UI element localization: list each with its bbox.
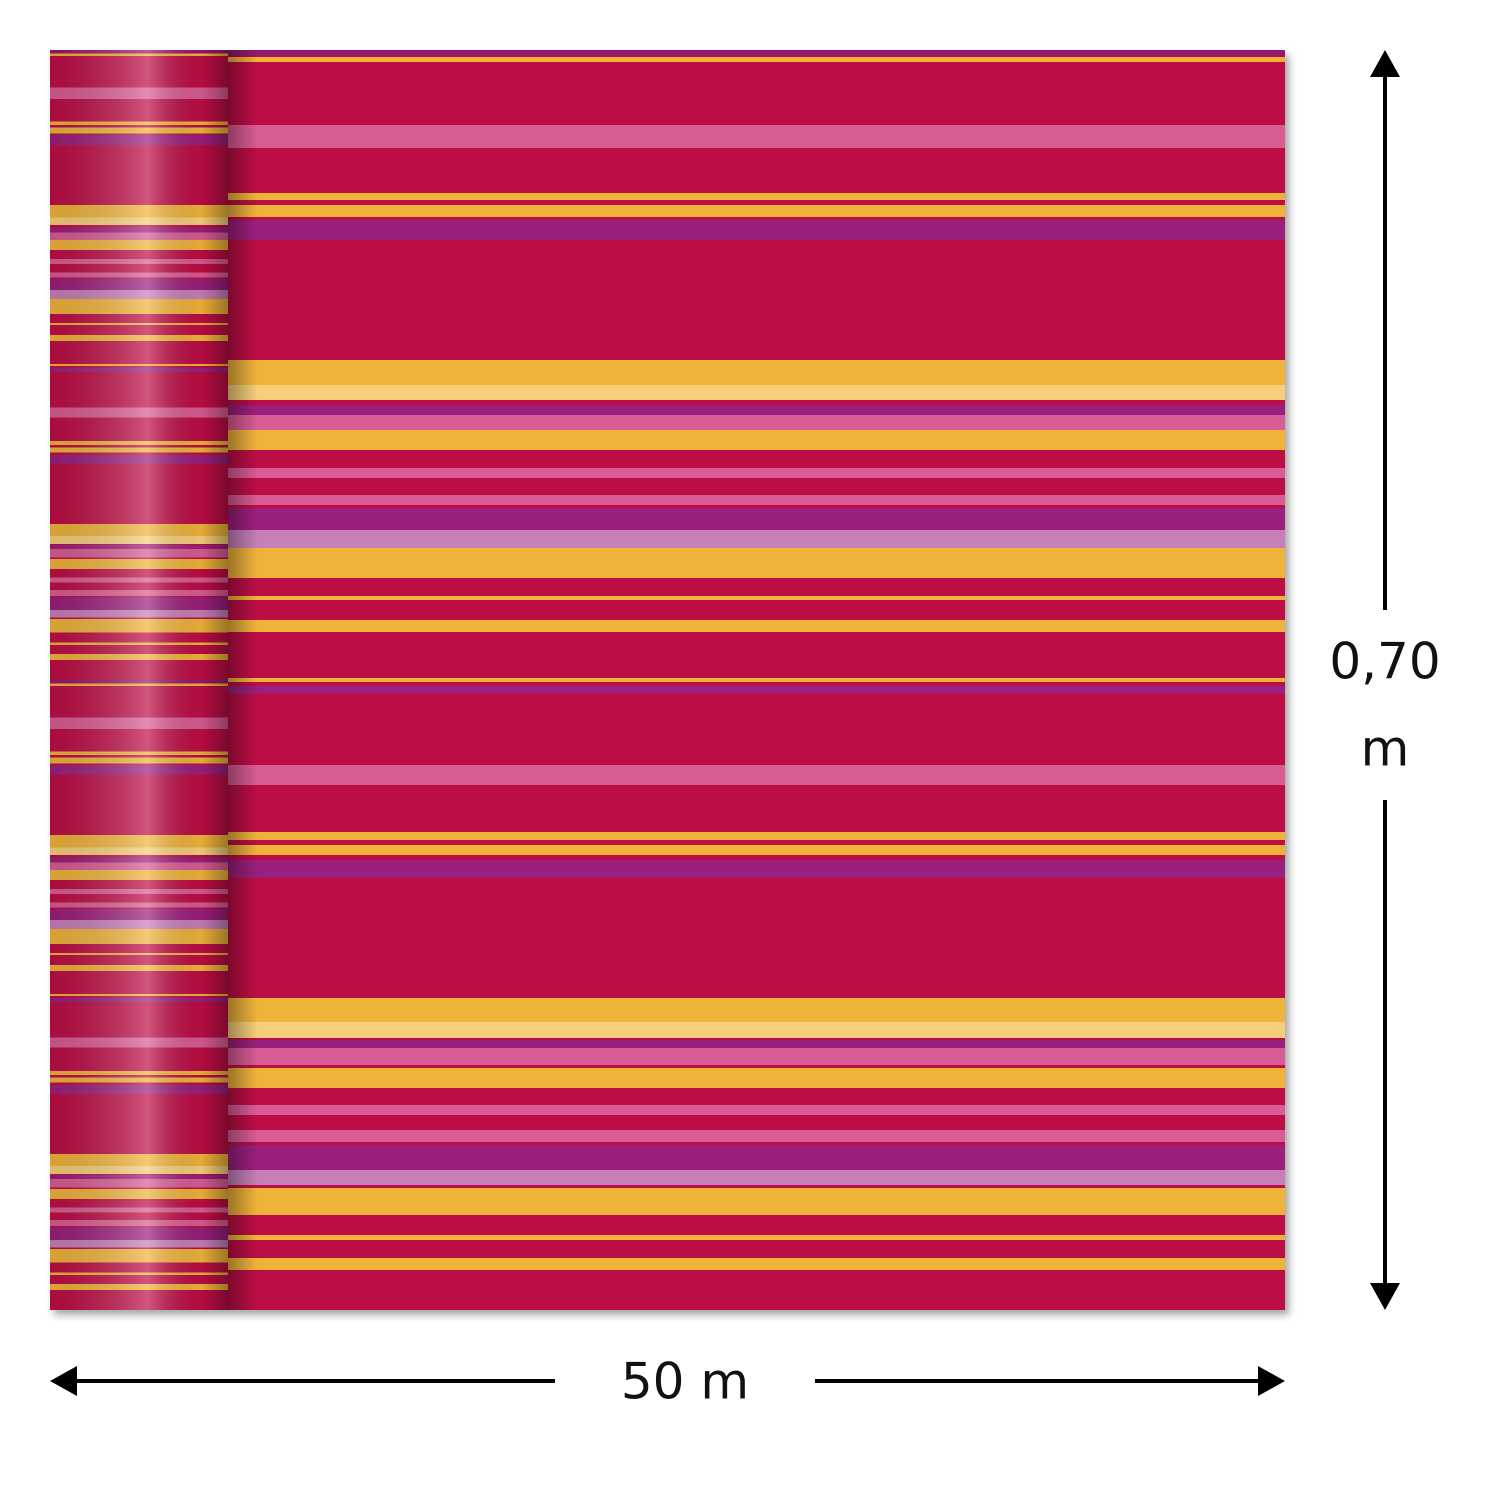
height-unit: m	[1361, 720, 1410, 778]
height-arrow	[1370, 50, 1400, 1310]
height-value: 0,70	[1329, 633, 1440, 691]
sheet-stripes	[228, 50, 1285, 1310]
width-label: 50 m	[621, 1353, 749, 1411]
paper-roll	[50, 50, 228, 1310]
width-arrow	[50, 1366, 1285, 1396]
